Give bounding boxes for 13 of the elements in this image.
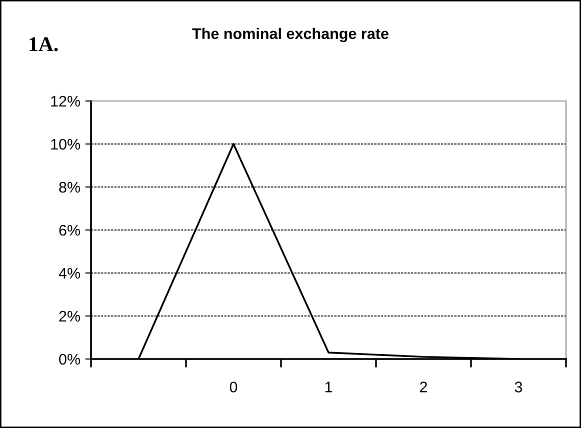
- y-tick-label: 2%: [59, 310, 80, 322]
- x-tick-label: 0: [230, 382, 238, 392]
- y-tick-label: 6%: [59, 224, 80, 236]
- y-tick-label: 4%: [58, 268, 80, 279]
- x-tick-label: 2: [420, 382, 427, 392]
- y-tick-label: 12%: [51, 96, 80, 107]
- y-tick-label: 0%: [59, 354, 80, 365]
- x-tick-label: 1: [325, 382, 332, 392]
- y-tick-label: 8%: [59, 182, 80, 193]
- x-tick-label: 3: [514, 382, 522, 392]
- text: 1A.: [30, 37, 58, 52]
- chart-title: The nominal exchange rate: [192, 28, 388, 42]
- y-tick-label: 10%: [51, 138, 80, 150]
